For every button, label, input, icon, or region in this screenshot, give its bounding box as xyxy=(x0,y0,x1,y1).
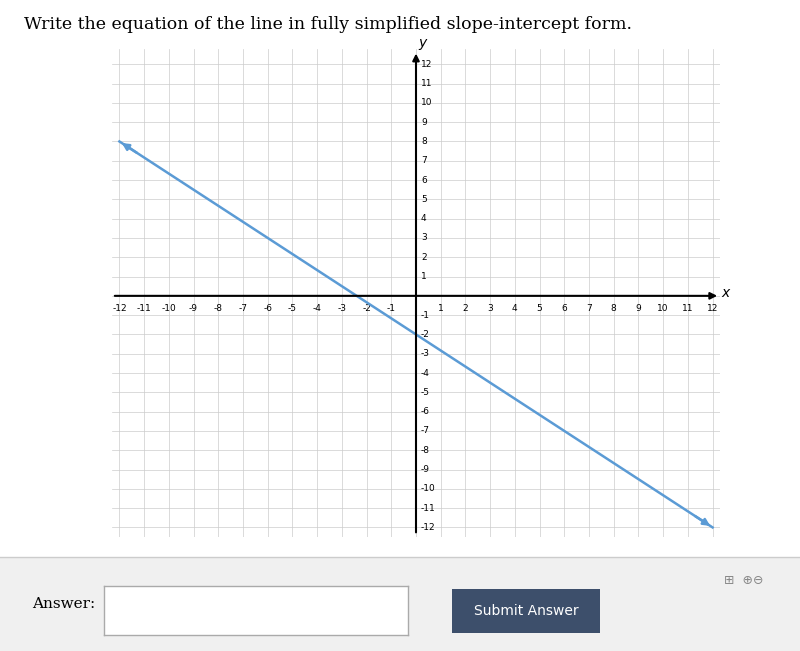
Text: Submit Answer: Submit Answer xyxy=(474,603,578,618)
Text: 11: 11 xyxy=(421,79,433,88)
Text: 12: 12 xyxy=(421,60,432,69)
Text: 10: 10 xyxy=(658,303,669,312)
Text: -1: -1 xyxy=(386,303,396,312)
Text: 9: 9 xyxy=(421,118,426,127)
Text: 9: 9 xyxy=(635,303,642,312)
Text: -12: -12 xyxy=(421,523,435,532)
Text: x: x xyxy=(722,286,730,300)
Text: 1: 1 xyxy=(421,272,426,281)
Text: -2: -2 xyxy=(421,330,430,339)
Text: 2: 2 xyxy=(462,303,468,312)
Text: -5: -5 xyxy=(288,303,297,312)
Text: 4: 4 xyxy=(421,214,426,223)
Text: 8: 8 xyxy=(421,137,426,146)
Text: 4: 4 xyxy=(512,303,518,312)
Text: 5: 5 xyxy=(421,195,426,204)
Text: 3: 3 xyxy=(487,303,493,312)
Text: 3: 3 xyxy=(421,234,426,242)
Text: -11: -11 xyxy=(137,303,151,312)
Text: -2: -2 xyxy=(362,303,371,312)
Text: -7: -7 xyxy=(238,303,247,312)
Text: Answer:: Answer: xyxy=(32,597,95,611)
Text: Write the equation of the line in fully simplified slope-intercept form.: Write the equation of the line in fully … xyxy=(24,16,632,33)
Text: -6: -6 xyxy=(421,407,430,416)
Text: 5: 5 xyxy=(537,303,542,312)
Text: -3: -3 xyxy=(338,303,346,312)
Text: 10: 10 xyxy=(421,98,433,107)
Text: -7: -7 xyxy=(421,426,430,436)
Text: 2: 2 xyxy=(421,253,426,262)
Text: 1: 1 xyxy=(438,303,443,312)
Text: -9: -9 xyxy=(189,303,198,312)
Text: -8: -8 xyxy=(214,303,222,312)
Text: -9: -9 xyxy=(421,465,430,474)
Text: 12: 12 xyxy=(707,303,718,312)
Text: -1: -1 xyxy=(421,311,430,320)
Text: 11: 11 xyxy=(682,303,694,312)
Text: -10: -10 xyxy=(421,484,436,493)
Text: 7: 7 xyxy=(586,303,592,312)
Text: -11: -11 xyxy=(421,504,436,512)
Text: 6: 6 xyxy=(562,303,567,312)
Text: 8: 8 xyxy=(611,303,617,312)
Text: 7: 7 xyxy=(421,156,426,165)
Text: -4: -4 xyxy=(421,368,430,378)
Text: -10: -10 xyxy=(162,303,176,312)
Text: 6: 6 xyxy=(421,176,426,184)
Text: -6: -6 xyxy=(263,303,272,312)
Text: -8: -8 xyxy=(421,446,430,455)
Text: -4: -4 xyxy=(313,303,322,312)
Text: y: y xyxy=(418,36,426,49)
Text: ⊞  ⊕⊖: ⊞ ⊕⊖ xyxy=(724,574,764,587)
Text: -5: -5 xyxy=(421,388,430,397)
Text: -3: -3 xyxy=(421,349,430,358)
Text: -12: -12 xyxy=(112,303,126,312)
